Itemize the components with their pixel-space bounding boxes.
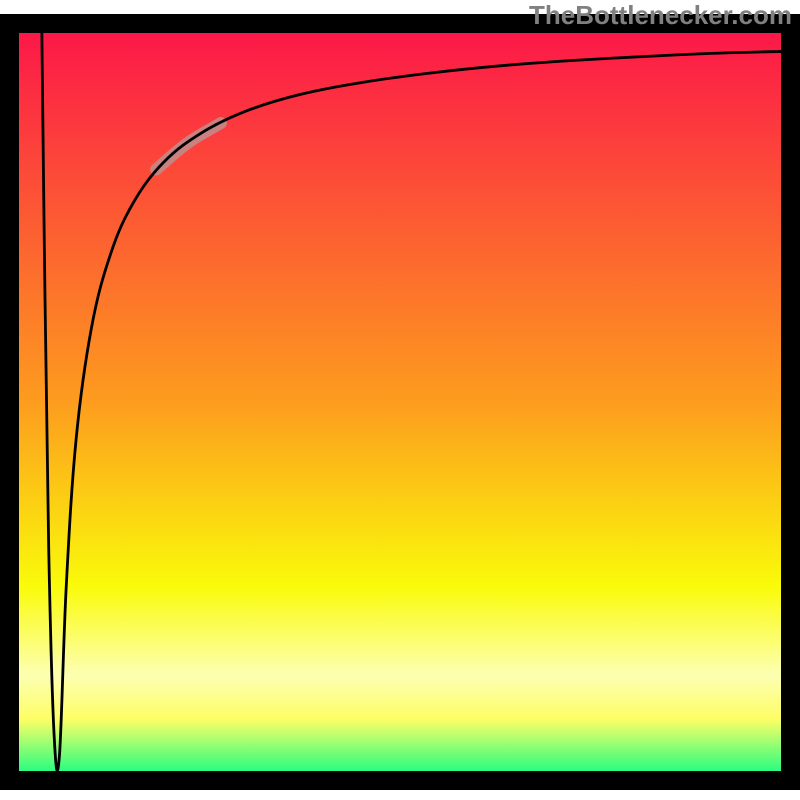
plot-background [19,33,781,771]
watermark-text: TheBottlenecker.com [529,0,792,31]
chart-container: { "watermark": { "text": "TheBottlenecke… [0,0,800,800]
bottleneck-chart [0,0,800,800]
